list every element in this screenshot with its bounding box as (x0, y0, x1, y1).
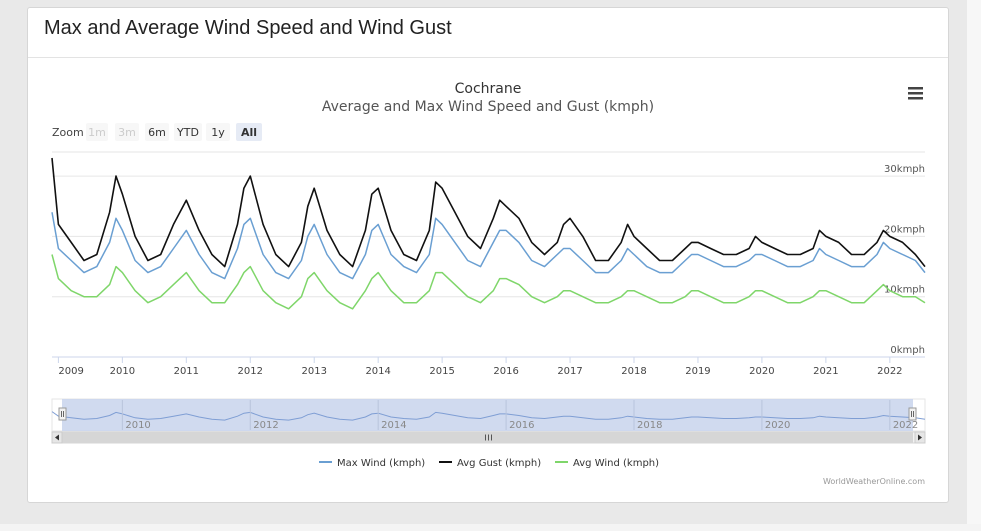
arrow-right-icon (918, 434, 922, 441)
navigator-handle-right[interactable] (908, 407, 917, 421)
y-axis-ticks: 0kmph 10kmph 20kmph 30kmph (884, 164, 925, 356)
x-tick-label: 2012 (238, 366, 263, 377)
x-tick-label: 2017 (557, 366, 582, 377)
panel-header: Max and Average Wind Speed and Wind Gust (28, 8, 948, 58)
x-tick-label: 2013 (301, 366, 326, 377)
legend-label: Max Wind (kmph) (337, 458, 425, 469)
chart-subtitle: Average and Max Wind Speed and Gust (kmp… (322, 99, 654, 115)
scrollbar-thumb[interactable] (62, 432, 913, 443)
navigator-tick-label: 2012 (253, 420, 278, 431)
panel-title: Max and Average Wind Speed and Wind Gust (44, 17, 452, 39)
x-tick-label: 2022 (877, 366, 902, 377)
page-right-strip (967, 0, 981, 531)
legend: Max Wind (kmph) Avg Gust (kmph) Avg Wind (… (319, 458, 659, 469)
scrollbar-grip-icon (485, 434, 492, 441)
zoom-button-1m: 1m (86, 123, 108, 141)
menu-icon-bar-middle (908, 92, 923, 95)
x-tick-label: 2016 (493, 366, 518, 377)
y-tick-label: 0kmph (890, 345, 925, 356)
navigator-tick-label: 2020 (765, 420, 790, 431)
menu-icon-bar-bottom (908, 97, 923, 100)
chart-credit[interactable]: WorldWeatherOnline.com (823, 477, 925, 486)
context-menu-button[interactable] (904, 82, 928, 104)
x-axis-ticks: 2009 2010 2011 2012 2013 2014 2015 2016 2017 2018… (57, 357, 903, 377)
scrollbar-left-arrow[interactable] (51, 431, 63, 444)
scrollbar-right-arrow[interactable] (914, 431, 926, 444)
navigator-tick-label: 2018 (637, 420, 662, 431)
legend-label: Avg Wind (kmph) (573, 458, 659, 469)
zoom-button-label: 3m (118, 126, 136, 139)
navigator-tick-label: 2010 (125, 420, 150, 431)
zoom-button-all[interactable]: All (236, 123, 262, 141)
navigator-tick-label: 2022 (893, 420, 918, 431)
menu-icon-bar-top (908, 87, 923, 90)
x-tick-label: 2018 (621, 366, 646, 377)
navigator-handle-left[interactable] (58, 407, 67, 421)
scrollbar[interactable] (51, 431, 926, 444)
chart-title: Cochrane (455, 81, 522, 97)
x-tick-label: 2019 (685, 366, 710, 377)
x-tick-label: 2020 (749, 366, 774, 377)
page-bottom-strip (0, 524, 981, 531)
y-tick-label: 20kmph (884, 224, 925, 235)
arrow-left-icon (55, 434, 59, 441)
navigator[interactable]: 2010 2012 2014 2016 2018 2020 2022 (51, 398, 926, 432)
x-tick-label: 2015 (429, 366, 454, 377)
zoom-label: Zoom (52, 126, 84, 139)
zoom-button-label: 1m (88, 126, 106, 139)
navigator-ticks: 2010 2012 2014 2016 2018 2020 2022 (121, 400, 918, 431)
series-line-3 (51, 254, 926, 310)
x-tick-label: 2009 (58, 366, 83, 377)
zoom-button-ytd[interactable]: YTD (174, 123, 202, 141)
x-tick-label: 2014 (365, 366, 390, 377)
navigator-series (51, 411, 926, 421)
navigator-tick-label: 2014 (381, 420, 406, 431)
navigator-series-line (51, 411, 926, 421)
y-tick-label: 30kmph (884, 164, 925, 175)
zoom-button-3m: 3m (115, 123, 139, 141)
legend-item-2[interactable]: Avg Gust (kmph) (439, 458, 541, 469)
legend-item-3[interactable]: Avg Wind (kmph) (555, 458, 659, 469)
series-line-2 (51, 157, 926, 268)
x-tick-label: 2010 (110, 366, 135, 377)
navigator-selection[interactable] (62, 399, 913, 431)
zoom-button-1y[interactable]: 1y (206, 123, 230, 141)
zoom-buttons: 1m 3m 6m YTD 1y All (86, 123, 262, 141)
legend-label: Avg Gust (kmph) (457, 458, 541, 469)
zoom-button-label: 6m (148, 126, 166, 139)
zoom-button-label: YTD (176, 126, 199, 139)
x-tick-label: 2021 (813, 366, 838, 377)
legend-item-1[interactable]: Max Wind (kmph) (319, 458, 425, 469)
x-tick-label: 2011 (174, 366, 199, 377)
navigator-tick-label: 2016 (509, 420, 534, 431)
y-tick-label: 10kmph (884, 285, 925, 296)
grid-lines (52, 151, 925, 298)
zoom-button-6m[interactable]: 6m (145, 123, 169, 141)
zoom-button-label: All (241, 126, 257, 139)
zoom-button-label: 1y (211, 126, 225, 139)
series-lines (51, 157, 926, 310)
series-line-1 (51, 212, 926, 280)
